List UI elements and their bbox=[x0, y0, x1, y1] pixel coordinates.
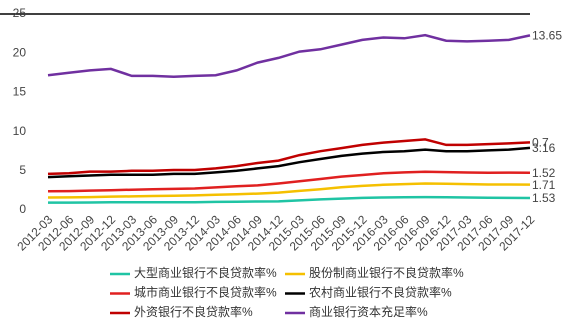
legend-label: 大型商业银行不良贷款率% bbox=[134, 265, 277, 280]
data-label: 1.71 bbox=[532, 178, 556, 192]
series-line bbox=[48, 195, 531, 204]
legend-label: 农村商业银行不良贷款率% bbox=[309, 285, 452, 300]
data-label: 13.65 bbox=[532, 29, 562, 43]
y-tick-label: 0 bbox=[19, 202, 26, 216]
y-tick-label: 5 bbox=[19, 163, 26, 177]
data-label: 0.7 bbox=[532, 136, 549, 150]
y-tick-label: 25 bbox=[13, 6, 27, 20]
data-label: 1.53 bbox=[532, 191, 556, 205]
data-label: 3.16 bbox=[532, 141, 556, 155]
y-tick-label: 10 bbox=[13, 124, 27, 138]
series-line bbox=[47, 146, 531, 179]
legend-label: 城市商业银行不良贷款率% bbox=[134, 285, 277, 300]
data-label: 1.52 bbox=[532, 166, 556, 180]
y-tick-label: 15 bbox=[13, 85, 27, 99]
series-line bbox=[47, 182, 531, 199]
series-line bbox=[47, 170, 531, 193]
y-tick-label: 20 bbox=[13, 45, 27, 59]
legend-label: 股份制商业银行不良贷款率% bbox=[309, 265, 464, 280]
legend-label: 外资银行不良贷款率% bbox=[134, 304, 253, 319]
legend-label: 商业银行资本充足率% bbox=[309, 304, 428, 319]
series-line bbox=[47, 138, 531, 176]
series-line bbox=[47, 33, 531, 78]
